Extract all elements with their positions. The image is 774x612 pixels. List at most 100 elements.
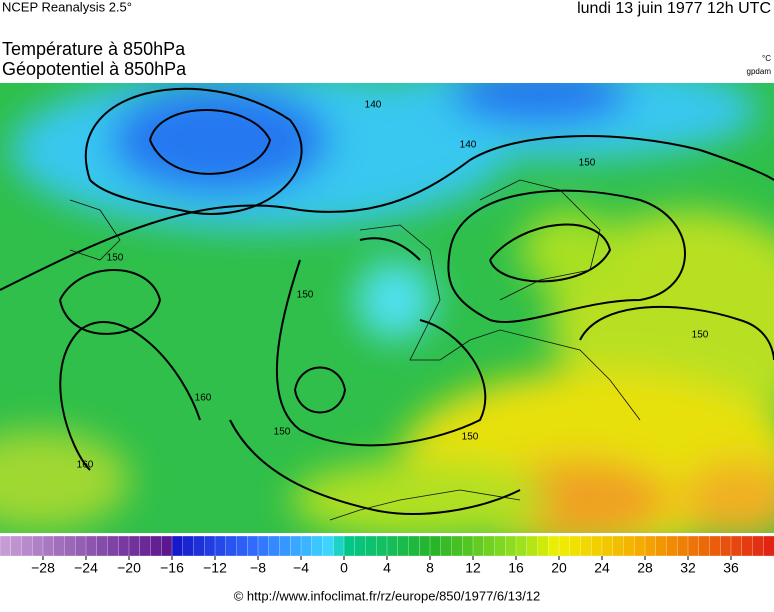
colorbar-swatch bbox=[709, 535, 721, 557]
colorbar-swatch bbox=[365, 535, 377, 557]
colorbar-swatch bbox=[644, 535, 657, 557]
colorbar-swatch bbox=[698, 535, 710, 557]
colorbar-swatch bbox=[118, 535, 130, 557]
colorbar-swatch bbox=[247, 535, 259, 557]
colorbar-swatch bbox=[612, 535, 624, 557]
colorbar-swatch bbox=[21, 535, 33, 557]
colorbar-swatch bbox=[354, 535, 366, 557]
colorbar-swatch bbox=[483, 535, 495, 557]
colorbar-swatch bbox=[333, 535, 345, 557]
colorbar-swatch bbox=[376, 535, 388, 557]
colorbar-tick-label: −8 bbox=[250, 560, 266, 576]
colorbar-swatch bbox=[429, 535, 442, 557]
date: lundi 13 juin 1977 12h UTC bbox=[577, 0, 771, 17]
colorbar-tick-label: 24 bbox=[594, 560, 610, 576]
colorbar-swatch bbox=[268, 535, 280, 557]
colorbar-swatch bbox=[451, 535, 463, 557]
colorbar-swatch bbox=[214, 535, 227, 557]
colorbar-swatch bbox=[601, 535, 614, 557]
colorbar-swatch bbox=[537, 535, 549, 557]
colorbar-swatch bbox=[494, 535, 506, 557]
footer: © http://www.infoclimat.fr/rz/europe/850… bbox=[234, 588, 541, 603]
map bbox=[0, 83, 774, 533]
colorbar-swatch bbox=[569, 535, 581, 557]
colorbar-swatch bbox=[322, 535, 334, 557]
contour-label: 150 bbox=[297, 290, 314, 301]
colorbar-swatch bbox=[300, 535, 313, 557]
colorbar-swatch bbox=[32, 535, 44, 557]
colorbar-swatch bbox=[139, 535, 151, 557]
colorbar-swatch bbox=[752, 535, 764, 557]
colorbar-swatch bbox=[386, 535, 399, 557]
colorbar-swatch bbox=[128, 535, 141, 557]
colorbar-swatch bbox=[42, 535, 55, 557]
contour-label: 160 bbox=[77, 460, 94, 471]
colorbar-swatch bbox=[161, 535, 173, 557]
colorbar-swatch bbox=[515, 535, 528, 557]
colorbar-swatch bbox=[96, 535, 108, 557]
colorbar-swatch bbox=[634, 535, 646, 557]
colorbar-swatch bbox=[526, 535, 538, 557]
contour-label: 140 bbox=[460, 140, 477, 151]
colorbar-tick-label: −16 bbox=[160, 560, 184, 576]
colorbar-swatch bbox=[75, 535, 87, 557]
colorbar-swatch bbox=[666, 535, 678, 557]
colorbar-swatch bbox=[408, 535, 420, 557]
contour-label: 150 bbox=[274, 427, 291, 438]
colorbar-tick-label: 20 bbox=[551, 560, 567, 576]
colorbar-tick-label: 16 bbox=[508, 560, 524, 576]
colorbar-tick-label: 4 bbox=[383, 560, 391, 576]
colorbar-tick-label: −28 bbox=[31, 560, 55, 576]
colorbar-swatch bbox=[279, 535, 291, 557]
colorbar-swatch bbox=[419, 535, 431, 557]
colorbar-swatch bbox=[236, 535, 248, 557]
colorbar-swatch bbox=[53, 535, 65, 557]
colorbar-swatch bbox=[204, 535, 216, 557]
colorbar-tick-label: −4 bbox=[293, 560, 309, 576]
colorbar-swatch bbox=[462, 535, 474, 557]
colorbar-tick-label: −12 bbox=[203, 560, 227, 576]
colorbar-tick-label: 8 bbox=[426, 560, 434, 576]
colorbar-swatch bbox=[591, 535, 603, 557]
colorbar-swatch bbox=[0, 535, 12, 557]
title-geopotential: Géopotentiel à 850hPa bbox=[2, 59, 187, 79]
colorbar-swatch bbox=[472, 535, 485, 557]
colorbar-tick-label: 32 bbox=[680, 560, 696, 576]
title-temperature: Température à 850hPa bbox=[2, 39, 186, 59]
colorbar-swatch bbox=[687, 535, 700, 557]
colorbar-swatch bbox=[580, 535, 592, 557]
colorbar-swatch bbox=[290, 535, 302, 557]
contour-label: 150 bbox=[579, 158, 596, 169]
contour-label: 160 bbox=[195, 393, 212, 404]
colorbar-swatch bbox=[623, 535, 635, 557]
colorbar-swatch bbox=[548, 535, 560, 557]
unit-geopotential: gpdam bbox=[747, 67, 772, 76]
colorbar-swatch bbox=[225, 535, 237, 557]
unit-temperature: °C bbox=[762, 54, 771, 63]
contour-label: 150 bbox=[107, 253, 124, 264]
colorbar-swatch bbox=[64, 535, 76, 557]
colorbar-swatch bbox=[150, 535, 162, 557]
colorbar-tick-label: −20 bbox=[117, 560, 141, 576]
colorbar-swatch bbox=[558, 535, 571, 557]
contour-labels: 140 140 150 150 150 150 150 150 160 160 bbox=[77, 100, 709, 471]
colorbar-swatch bbox=[343, 535, 356, 557]
colorbar-swatch bbox=[311, 535, 323, 557]
colorbar-swatch bbox=[505, 535, 517, 557]
colorbar-tick-label: 12 bbox=[465, 560, 481, 576]
colorbar-swatch bbox=[677, 535, 689, 557]
contour-label: 140 bbox=[365, 100, 382, 111]
colorbar-tick-label: −24 bbox=[74, 560, 98, 576]
colorbar-tick-label: 36 bbox=[723, 560, 739, 576]
source: NCEP Reanalysis 2.5° bbox=[2, 0, 132, 14]
colorbar-swatch bbox=[10, 535, 22, 557]
colorbar-swatch bbox=[171, 535, 184, 557]
colorbar: −28 −24 −20 −16 −12 −8 −4 0 4 8 12 16 20 24 28 32 36 bbox=[0, 535, 774, 576]
contour-label: 150 bbox=[462, 432, 479, 443]
colorbar-tick-label: 28 bbox=[637, 560, 653, 576]
colorbar-swatch bbox=[730, 535, 743, 557]
colorbar-swatch bbox=[107, 535, 119, 557]
colorbar-swatch bbox=[763, 535, 774, 557]
colorbar-swatch bbox=[182, 535, 194, 557]
